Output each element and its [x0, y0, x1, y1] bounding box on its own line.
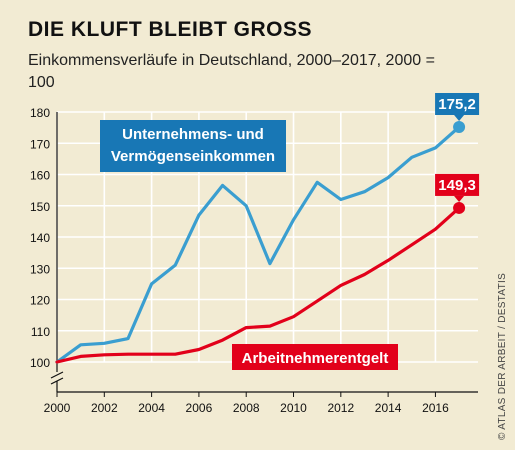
series-layer [55, 121, 466, 364]
x-tick-label: 2000 [44, 401, 71, 415]
x-tick-label: 2014 [375, 401, 402, 415]
x-tick-label: 2016 [422, 401, 449, 415]
end-point-1 [453, 201, 466, 214]
y-tick-label: 130 [30, 262, 50, 276]
y-tick-label: 100 [30, 356, 50, 370]
end-point-0 [453, 121, 466, 133]
source-credit: © ATLAS DER ARBEIT / DESTATIS [497, 272, 508, 440]
chart-subtitle: Einkommensverläufe in Deutschland, 2000–… [28, 52, 435, 91]
axis-break-upper [50, 371, 64, 379]
y-tick-label: 110 [31, 325, 50, 339]
x-axis: 2000 2002 2004 2006 2008 2010 2012 2014 2016 [44, 391, 478, 415]
series-line-1 [55, 206, 461, 364]
series-line-0 [55, 125, 461, 364]
chart-title: DIE KLUFT BLEIBT GROSS [28, 18, 312, 41]
x-tick-label: 2010 [280, 401, 307, 415]
series-name-box-1 [232, 344, 398, 370]
series-name-label-0: Vermögenseinkommen [111, 148, 275, 165]
x-tick-label: 2012 [327, 401, 354, 415]
series-name-box-0 [100, 120, 286, 172]
y-tick-label: 160 [30, 169, 50, 183]
x-tick-label: 2006 [186, 401, 213, 415]
series-labels: 175,2 149,3 Unternehmens- und Vermögenseink… [100, 93, 480, 370]
x-tick-label: 2004 [138, 401, 165, 415]
x-tick-label: 2008 [233, 401, 260, 415]
series-name-label-1: Arbeitnehmerentgelt [242, 350, 389, 367]
end-value-badge-0 [435, 93, 480, 115]
y-axis: 100 110 120 130 140 150 160 170 180 [30, 106, 64, 392]
end-value-label-1: 149,3 [438, 177, 476, 194]
end-value-pointer-0 [454, 115, 465, 121]
y-tick-label: 170 [30, 137, 50, 151]
end-value-label-0: 175,2 [438, 96, 476, 113]
end-value-badge-1 [435, 173, 480, 196]
end-value-pointer-1 [454, 195, 465, 202]
x-tick-label: 2002 [91, 401, 118, 415]
series-name-label-0: Unternehmens- und [122, 126, 264, 143]
y-tick-label: 120 [30, 294, 50, 308]
y-tick-label: 180 [30, 106, 50, 120]
y-tick-label: 150 [30, 200, 50, 214]
y-tick-label: 140 [30, 231, 50, 245]
